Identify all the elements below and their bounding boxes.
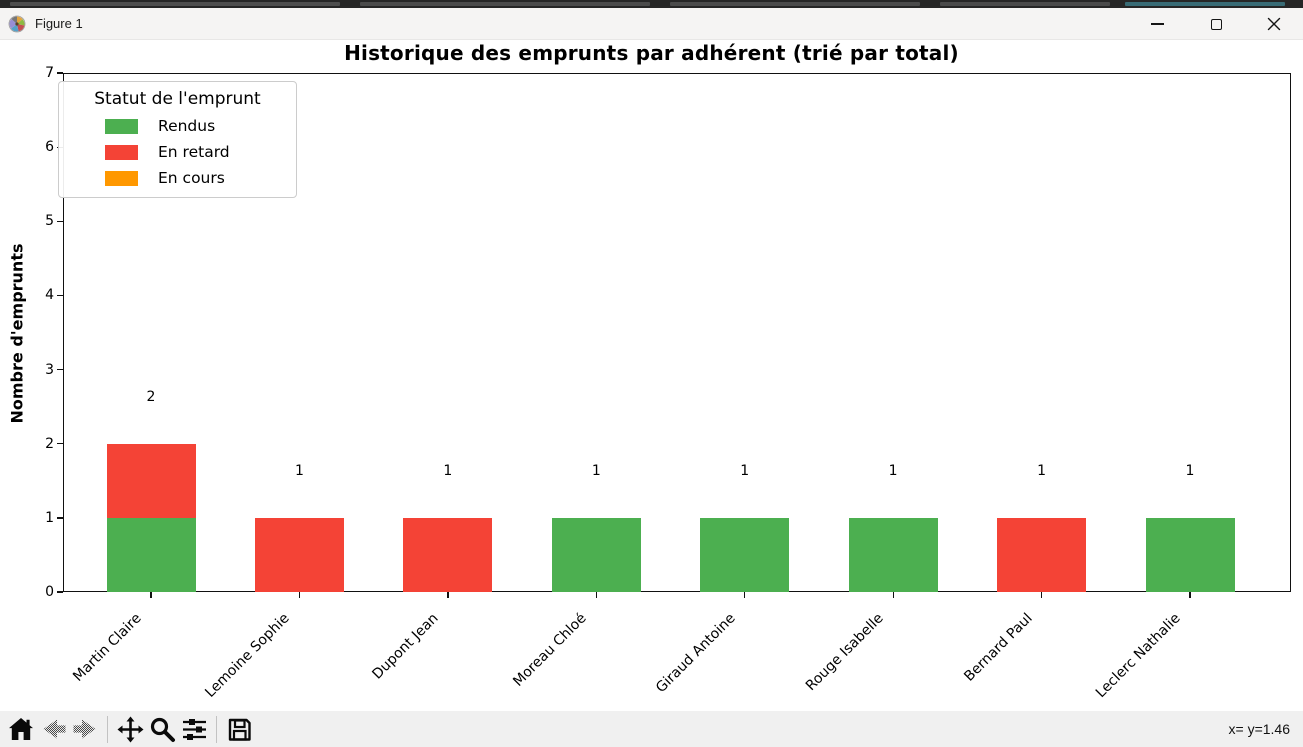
bar-total-label: 1 xyxy=(443,462,453,479)
bar-total-label: 2 xyxy=(146,388,156,405)
x-tick-mark xyxy=(1189,592,1191,598)
background-text-smudge xyxy=(1125,2,1285,6)
x-tick-mark xyxy=(150,592,152,598)
home-icon xyxy=(9,718,33,740)
x-tick-label: Bernard Paul xyxy=(960,610,1036,685)
figure-canvas[interactable]: Historique des emprunts par adhérent (tr… xyxy=(0,40,1303,711)
bar-segment xyxy=(254,517,344,592)
bar-segment xyxy=(403,517,493,592)
bar-segment xyxy=(997,517,1087,592)
magnifier-icon xyxy=(150,717,175,742)
forward-button[interactable] xyxy=(69,714,101,744)
x-tick-mark xyxy=(595,592,597,598)
plot-area xyxy=(63,73,1291,592)
window-titlebar[interactable]: Figure 1 xyxy=(0,8,1303,40)
bar-total-label: 1 xyxy=(1037,462,1047,479)
x-tick-mark xyxy=(447,592,449,598)
background-text-smudge xyxy=(360,2,650,6)
close-icon xyxy=(1267,17,1281,31)
back-button[interactable] xyxy=(37,714,69,744)
configure-subplots-button[interactable] xyxy=(178,714,210,744)
chart-title: Historique des emprunts par adhérent (tr… xyxy=(344,41,959,65)
bar-total-label: 1 xyxy=(888,462,898,479)
y-tick-mark xyxy=(57,517,63,519)
zoom-button[interactable] xyxy=(146,714,178,744)
toolbar-separator xyxy=(107,715,108,743)
x-tick-label: Moreau Chloé xyxy=(510,610,590,690)
maximize-icon xyxy=(1210,18,1222,30)
y-tick-label: 6 xyxy=(45,139,54,156)
legend-item-en-cours: En cours xyxy=(69,169,286,187)
matplotlib-logo-icon xyxy=(8,15,26,33)
navigation-toolbar: x= y=1.46 xyxy=(0,711,1303,747)
window-title: Figure 1 xyxy=(35,16,83,31)
minimize-button[interactable] xyxy=(1128,8,1186,40)
minimize-icon xyxy=(1150,23,1164,25)
bar-segment xyxy=(106,517,196,592)
bar-total-label: 1 xyxy=(591,462,601,479)
x-tick-mark xyxy=(1040,592,1043,598)
y-tick-mark xyxy=(57,368,63,371)
legend-item-rendus: Rendus xyxy=(69,117,286,135)
save-button[interactable] xyxy=(223,714,255,744)
sliders-icon xyxy=(182,718,206,740)
x-tick-label: Giraud Antoine xyxy=(652,610,739,697)
back-arrow-icon xyxy=(43,719,65,739)
bar-total-label: 1 xyxy=(1185,462,1195,479)
y-tick-mark xyxy=(57,294,63,297)
forward-arrow-icon xyxy=(73,719,95,739)
x-tick-label: Leclerc Nathalie xyxy=(1092,610,1184,702)
x-tick-label: Dupont Jean xyxy=(369,610,442,683)
bar-segment xyxy=(106,443,196,518)
chart-legend: Statut de l'emprunt Rendus En retard En … xyxy=(58,81,297,198)
y-tick-label: 2 xyxy=(45,435,54,452)
y-tick-label: 1 xyxy=(45,509,54,526)
bar-segment xyxy=(848,517,938,592)
y-tick-label: 3 xyxy=(45,361,54,378)
y-tick-label: 7 xyxy=(45,65,54,81)
y-tick-mark xyxy=(57,72,63,74)
legend-title: Statut de l'emprunt xyxy=(94,89,261,109)
bar-segment xyxy=(700,517,790,592)
background-text-smudge xyxy=(670,2,920,6)
floppy-disk-icon xyxy=(228,718,251,741)
pan-button[interactable] xyxy=(114,714,146,744)
x-tick-label: Rouge Isabelle xyxy=(803,610,887,695)
x-tick-label: Lemoine Sophie xyxy=(202,610,294,701)
rendus-swatch-icon xyxy=(105,118,138,134)
bar-total-label: 1 xyxy=(294,462,304,479)
home-button[interactable] xyxy=(5,714,37,744)
y-tick-label: 5 xyxy=(45,213,54,230)
x-tick-mark xyxy=(744,592,746,598)
y-tick-mark xyxy=(57,443,63,445)
maximize-button[interactable] xyxy=(1187,8,1245,40)
bar-segment xyxy=(1145,517,1235,592)
toolbar-separator xyxy=(216,715,217,743)
bar-total-label: 1 xyxy=(740,462,750,479)
y-tick-mark xyxy=(57,220,63,222)
x-tick-label: Martin Claire xyxy=(70,610,145,685)
bar-segment xyxy=(551,517,641,592)
y-tick-mark xyxy=(57,591,63,593)
en-retard-swatch-icon xyxy=(105,144,138,160)
background-window-strip xyxy=(0,0,1303,8)
legend-item-en-retard: En retard xyxy=(69,143,286,161)
y-tick-label: 0 xyxy=(45,584,54,600)
background-text-smudge xyxy=(10,2,340,6)
y-tick-label: 4 xyxy=(45,287,54,304)
background-text-smudge xyxy=(940,2,1110,6)
x-tick-mark xyxy=(298,592,301,598)
cursor-status-readout: x= y=1.46 xyxy=(1228,721,1291,737)
pan-icon xyxy=(117,716,143,742)
close-button[interactable] xyxy=(1245,8,1303,40)
en-cours-swatch-icon xyxy=(105,170,138,186)
x-tick-mark xyxy=(892,592,894,598)
